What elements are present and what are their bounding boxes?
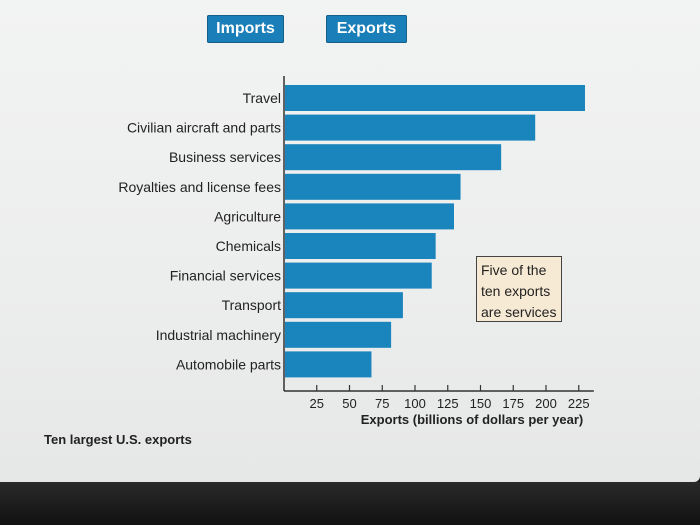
x-tick-label: 200	[535, 396, 557, 411]
bar-transport	[285, 292, 403, 319]
tab-imports[interactable]: Imports	[207, 15, 284, 43]
x-axis-title: Exports (billions of dollars per year)	[361, 412, 584, 427]
x-tick-label: 150	[470, 396, 492, 411]
x-tick-label: 175	[502, 396, 524, 411]
x-tick-label: 50	[342, 396, 356, 411]
bar-royalties-and-license-fees	[285, 173, 461, 200]
exports-bar-chart: Travel Civilian aircraft and parts Busines…	[118, 76, 594, 427]
x-tick-label: 125	[437, 396, 459, 411]
bar-travel	[285, 85, 585, 111]
bar-agriculture	[285, 203, 454, 230]
bar-chemicals	[285, 233, 436, 259]
category-label: Royalties and license fees	[118, 179, 281, 195]
services-callout: Five of the ten exports are services	[476, 256, 562, 322]
category-labels: Travel Civilian aircraft and parts Busines…	[118, 90, 281, 372]
bar-automobile-parts	[285, 351, 372, 378]
category-label: Chemicals	[216, 238, 281, 254]
category-label: Business services	[169, 149, 281, 165]
x-tick-label: 75	[375, 396, 389, 411]
chart-footer-title: Ten largest U.S. exports	[44, 432, 192, 447]
monitor-bezel	[0, 482, 700, 525]
callout-line-3: are services	[481, 304, 557, 320]
x-tick-label: 25	[310, 396, 324, 411]
category-label: Transport	[222, 297, 282, 313]
category-label: Industrial machinery	[156, 327, 281, 343]
bar-financial-services	[285, 262, 432, 289]
bar-industrial-machinery	[285, 321, 392, 348]
callout-line-2: ten exports	[481, 283, 551, 299]
category-label: Agriculture	[214, 208, 281, 224]
category-label: Automobile parts	[176, 356, 281, 372]
category-label: Travel	[243, 90, 281, 106]
bar-civilian-aircraft-and-parts	[285, 114, 536, 141]
x-axis-ticks: 25 50 75 100 125 150 175 200 225	[310, 385, 590, 411]
category-label: Financial services	[170, 268, 281, 284]
x-tick-label: 225	[568, 396, 590, 411]
x-tick-label: 100	[404, 396, 426, 411]
tab-exports[interactable]: Exports	[326, 15, 407, 43]
bars-group	[285, 85, 585, 378]
category-label: Civilian aircraft and parts	[127, 120, 281, 136]
callout-line-1: Five of the	[481, 262, 547, 278]
bar-business-services	[285, 144, 502, 171]
